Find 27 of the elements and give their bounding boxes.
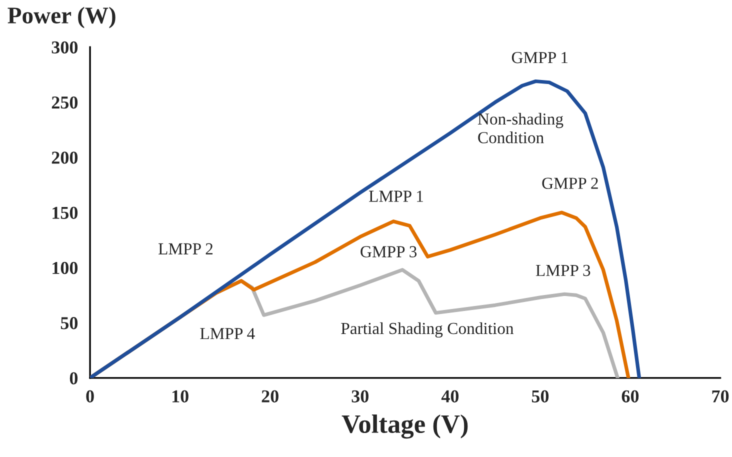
- x-tick-label: 50: [532, 390, 549, 402]
- y-tick-label: 200: [52, 152, 78, 164]
- annotation: Non-shading Condition: [478, 112, 564, 144]
- x-tick-label: 30: [352, 390, 368, 402]
- annotation: LMPP 2: [158, 243, 213, 254]
- annotation: GMPP 1: [512, 52, 568, 64]
- y-tick-label: 300: [52, 41, 78, 54]
- annotation: LMPP 1: [369, 190, 423, 202]
- x-axis-title: Voltage (V): [342, 414, 468, 439]
- x-tick-label: 0: [86, 390, 94, 402]
- annotation: LMPP 4: [200, 328, 255, 340]
- y-axis-title: Power (W): [8, 6, 116, 28]
- annotation: GMPP 2: [542, 178, 598, 189]
- x-tick-label: 20: [262, 390, 278, 402]
- annotation: Partial Shading Condition: [341, 322, 514, 338]
- y-tick-label: 50: [60, 317, 78, 330]
- y-tick-label: 250: [52, 96, 78, 109]
- y-tick-label: 100: [52, 262, 78, 274]
- x-tick-label: 60: [622, 390, 639, 402]
- x-tick-label: 40: [441, 390, 459, 402]
- y-tick-label: 150: [52, 206, 78, 219]
- annotation: LMPP 3: [536, 264, 590, 276]
- x-tick-label: 70: [712, 390, 729, 402]
- y-tick-label: 0: [70, 372, 78, 384]
- annotation: GMPP 3: [360, 246, 417, 258]
- line-series: [90, 79, 642, 378]
- x-tick-label: 10: [172, 390, 188, 402]
